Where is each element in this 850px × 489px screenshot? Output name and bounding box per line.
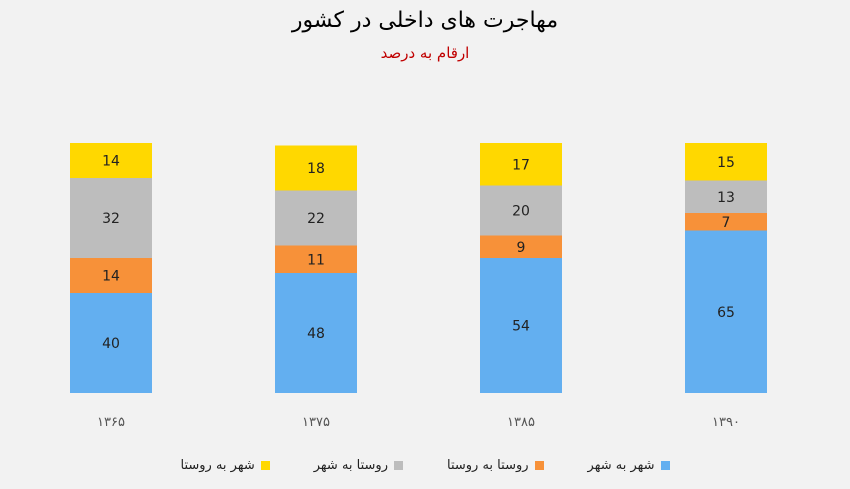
data-label: 40	[102, 336, 120, 352]
x-tick-label: ۱۳۷۵	[302, 415, 330, 430]
data-label: 48	[307, 326, 325, 342]
data-label: 65	[717, 305, 735, 321]
legend-swatch	[260, 461, 270, 470]
data-label: 11	[307, 252, 325, 268]
data-label: 20	[512, 204, 530, 220]
bar-segment	[480, 258, 562, 393]
bar-segment	[480, 235, 562, 258]
legend-label: شهر به شهر	[587, 458, 655, 473]
legend-item-village-to-village: روستا به روستا	[447, 458, 544, 473]
bar-segment	[685, 213, 767, 231]
bar-segment	[70, 178, 152, 258]
legend-swatch	[660, 461, 670, 470]
bar-segment	[275, 145, 357, 191]
bar-segment	[685, 143, 767, 181]
data-label: 15	[717, 155, 735, 171]
chart-subtitle: ارقام به درصد	[380, 44, 470, 62]
data-label: 32	[102, 211, 120, 227]
legend-swatch	[394, 461, 403, 470]
data-label: 13	[717, 190, 735, 206]
legend-label: روستا به روستا	[447, 458, 529, 473]
data-label: 18	[307, 161, 325, 177]
chart-title: مهاجرت های داخلی در کشور	[291, 8, 559, 33]
data-label: 7	[722, 215, 731, 231]
bar-segment	[70, 258, 152, 293]
legend-label: شهر به روستا	[180, 458, 255, 473]
data-label: 22	[307, 211, 325, 227]
data-label: 54	[512, 319, 530, 335]
data-label: 14	[102, 269, 120, 285]
bar-segment	[685, 180, 767, 213]
bar-segment	[685, 230, 767, 393]
x-tick-label: ۱۳۶۵	[97, 415, 125, 430]
bar-segment	[275, 190, 357, 246]
bar-segment	[480, 143, 562, 186]
legend-swatch	[534, 461, 544, 470]
x-tick-label: ۱۳۹۰	[712, 415, 740, 430]
bar-segment	[275, 273, 357, 393]
chart-legend: شهر به روستا روستا به شهر روستا به روستا…	[0, 458, 850, 473]
legend-item-city-to-city: شهر به شهر	[588, 458, 670, 473]
data-label: 14	[102, 154, 120, 170]
legend-label: روستا به شهر	[313, 458, 388, 473]
data-label: 17	[512, 157, 530, 173]
data-label: 9	[517, 240, 526, 256]
legend-item-city-to-village: شهر به روستا	[181, 458, 270, 473]
x-tick-label: ۱۳۸۵	[507, 415, 535, 430]
legend-item-village-to-city: روستا به شهر	[314, 458, 403, 473]
chart-plot-area: 40 14 32 14 ۱۳۶۵ 48 11 22 18 ۱۳۷۵ 54 9 20 17 ۱۳۸۵ 65 7 13…	[70, 143, 767, 430]
bar-segment	[480, 185, 562, 236]
bar-segment	[275, 245, 357, 273]
bar-segment	[70, 143, 152, 178]
bar-segment	[70, 293, 152, 393]
